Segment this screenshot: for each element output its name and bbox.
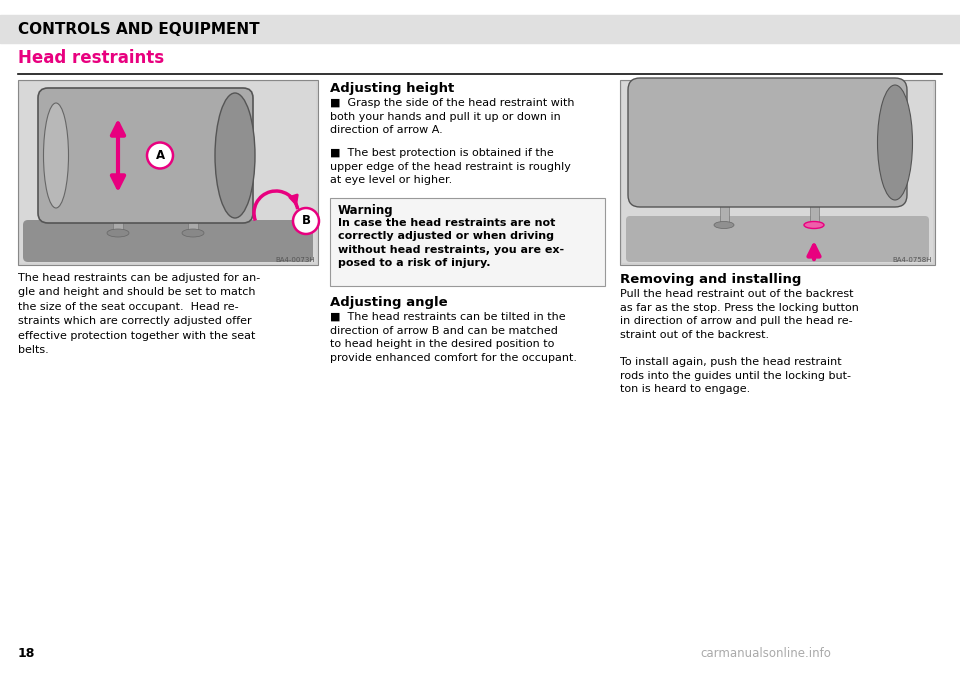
Text: Removing and installing: Removing and installing <box>620 273 802 286</box>
Ellipse shape <box>43 103 68 208</box>
Bar <box>720 190 729 225</box>
Text: 18: 18 <box>18 647 36 660</box>
FancyBboxPatch shape <box>628 78 907 207</box>
Ellipse shape <box>804 221 824 229</box>
Text: ■  The best protection is obtained if the
upper edge of the head restraint is ro: ■ The best protection is obtained if the… <box>330 148 571 185</box>
Bar <box>620 80 935 265</box>
Ellipse shape <box>147 143 173 168</box>
Ellipse shape <box>182 229 204 237</box>
Bar <box>20 82 316 263</box>
Text: CONTROLS AND EQUIPMENT: CONTROLS AND EQUIPMENT <box>18 22 259 36</box>
Text: Adjusting angle: Adjusting angle <box>330 296 447 309</box>
Ellipse shape <box>714 221 734 229</box>
Text: ■  Grasp the side of the head restraint with
both your hands and pull it up or d: ■ Grasp the side of the head restraint w… <box>330 98 574 135</box>
Text: Pull the head restraint out of the backrest
as far as the stop. Press the lockin: Pull the head restraint out of the backr… <box>620 289 859 394</box>
Bar <box>810 190 819 225</box>
Ellipse shape <box>107 229 129 237</box>
Text: Adjusting height: Adjusting height <box>330 82 454 95</box>
Text: BA4-0758H: BA4-0758H <box>893 257 932 263</box>
Text: BA4-0073H: BA4-0073H <box>276 257 315 263</box>
FancyBboxPatch shape <box>23 220 313 262</box>
Text: Warning: Warning <box>338 204 394 217</box>
Text: The head restraints can be adjusted for an-
gle and height and should be set to : The head restraints can be adjusted for … <box>18 273 260 355</box>
Ellipse shape <box>215 93 255 218</box>
Text: Head restraints: Head restraints <box>18 49 164 67</box>
Text: carmanualsonline.info: carmanualsonline.info <box>700 647 830 660</box>
Bar <box>622 82 933 263</box>
Bar <box>113 203 123 233</box>
Bar <box>0 15 960 43</box>
Ellipse shape <box>293 208 319 234</box>
Bar <box>330 198 605 286</box>
Text: B: B <box>301 215 310 227</box>
Text: ■  The head restraints can be tilted in the
direction of arrow B and can be matc: ■ The head restraints can be tilted in t… <box>330 312 577 363</box>
FancyBboxPatch shape <box>38 88 253 223</box>
FancyBboxPatch shape <box>626 216 929 262</box>
Text: A: A <box>156 149 164 162</box>
Ellipse shape <box>877 85 913 200</box>
Bar <box>188 203 198 233</box>
Bar <box>18 80 318 265</box>
Text: In case the head restraints are not
correctly adjusted or when driving
without h: In case the head restraints are not corr… <box>338 218 564 268</box>
